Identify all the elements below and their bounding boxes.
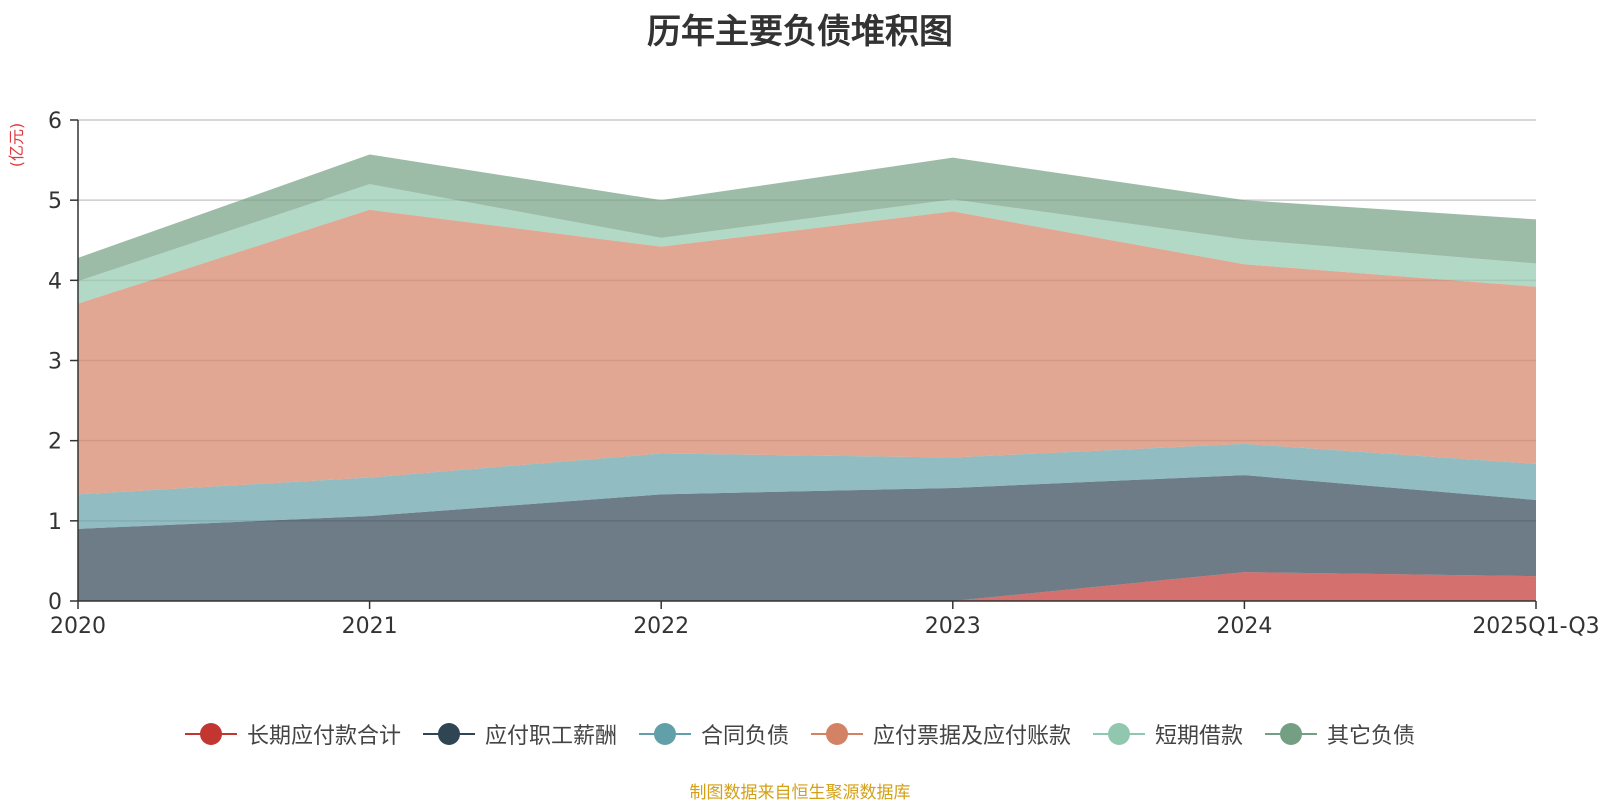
y-tick-label: 0 [48, 590, 62, 615]
legend-marker-icon [1265, 722, 1318, 746]
area-series[interactable] [78, 184, 1536, 304]
legend: 长期应付款合计 应付职工薪酬 合同负债 应付票据及应付账款 短期借款 其它负债 [0, 718, 1600, 750]
area-series[interactable] [78, 443, 1536, 529]
legend-item[interactable]: 应付票据及应付账款 [811, 718, 1071, 750]
x-tick-label: 2024 [1216, 614, 1272, 639]
source-note: 制图数据来自恒生聚源数据库 [689, 783, 911, 803]
y-tick-label: 5 [48, 189, 62, 214]
area-series[interactable] [78, 572, 1536, 601]
legend-marker-icon [1093, 722, 1146, 746]
x-tick-label: 2025Q1-Q3 [1472, 614, 1599, 639]
legend-label: 应付职工薪酬 [484, 724, 617, 749]
legend-label: 长期应付款合计 [246, 724, 401, 749]
legend-marker-icon [422, 722, 475, 746]
legend-label: 合同负债 [700, 724, 789, 749]
legend-marker-icon [638, 722, 691, 746]
legend-marker-icon [811, 722, 863, 746]
area-series[interactable] [78, 154, 1536, 282]
y-tick-label: 1 [48, 510, 62, 535]
area-series[interactable] [78, 475, 1536, 601]
legend-item[interactable]: 短期借款 [1093, 718, 1243, 750]
y-tick-label: 4 [48, 269, 62, 294]
legend-label: 短期借款 [1155, 724, 1244, 749]
x-tick-label: 2020 [50, 614, 106, 639]
x-tick-label: 2022 [633, 614, 689, 639]
y-tick-label: 6 [48, 109, 62, 134]
legend-item[interactable]: 其它负债 [1265, 718, 1415, 750]
x-tick-label: 2023 [925, 614, 981, 639]
legend-item[interactable]: 合同负债 [638, 718, 789, 750]
legend-item[interactable]: 长期应付款合计 [184, 718, 401, 750]
chart-title: 历年主要负债堆积图 [647, 12, 953, 52]
legend-label: 其它负债 [1327, 724, 1416, 749]
legend-label: 应付票据及应付账款 [873, 724, 1072, 749]
legend-marker-icon [184, 722, 237, 746]
legend-item[interactable]: 应付职工薪酬 [422, 718, 617, 750]
x-tick-label: 2021 [342, 614, 398, 639]
y-tick-label: 3 [48, 350, 62, 375]
area-series[interactable] [78, 209, 1536, 495]
y-axis-unit-label: (亿元) [7, 123, 26, 168]
y-tick-label: 2 [48, 430, 62, 455]
